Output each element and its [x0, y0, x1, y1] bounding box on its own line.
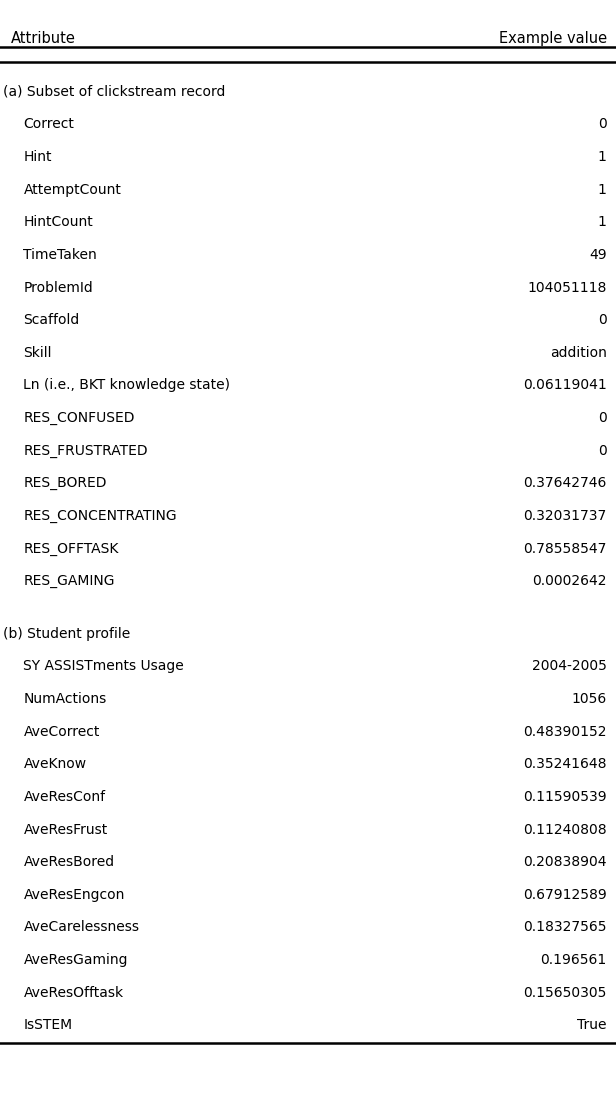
Text: NumActions: NumActions: [23, 692, 107, 706]
Text: RES_CONCENTRATING: RES_CONCENTRATING: [23, 509, 177, 523]
Text: 1056: 1056: [572, 692, 607, 706]
Text: 1: 1: [598, 216, 607, 229]
Text: AveResGaming: AveResGaming: [23, 953, 128, 967]
Text: Correct: Correct: [23, 117, 75, 132]
Text: Ln (i.e., BKT knowledge state): Ln (i.e., BKT knowledge state): [23, 378, 230, 393]
Text: Skill: Skill: [23, 346, 52, 359]
Text: 0: 0: [598, 117, 607, 132]
Text: AveCarelessness: AveCarelessness: [23, 920, 139, 935]
Text: RES_OFFTASK: RES_OFFTASK: [23, 542, 119, 555]
Text: 0.0002642: 0.0002642: [532, 574, 607, 588]
Text: 1: 1: [598, 182, 607, 197]
Text: 49: 49: [589, 248, 607, 262]
Text: 0.06119041: 0.06119041: [523, 378, 607, 393]
Text: 0.11240808: 0.11240808: [523, 823, 607, 836]
Text: AveCorrect: AveCorrect: [23, 724, 100, 739]
Text: (b) Student profile: (b) Student profile: [3, 627, 131, 640]
Text: 0: 0: [598, 444, 607, 458]
Text: AttemptCount: AttemptCount: [23, 182, 121, 197]
Text: RES_CONFUSED: RES_CONFUSED: [23, 411, 135, 425]
Text: RES_GAMING: RES_GAMING: [23, 574, 115, 588]
Text: 0.35241648: 0.35241648: [523, 758, 607, 771]
Text: 1: 1: [598, 150, 607, 164]
Text: TimeTaken: TimeTaken: [23, 248, 97, 262]
Text: ProblemId: ProblemId: [23, 281, 93, 294]
Text: 0.37642746: 0.37642746: [524, 477, 607, 490]
Text: 0.196561: 0.196561: [540, 953, 607, 967]
Text: AveResEngcon: AveResEngcon: [23, 888, 125, 901]
Text: RES_FRUSTRATED: RES_FRUSTRATED: [23, 444, 148, 458]
Text: AveResOfftask: AveResOfftask: [23, 985, 124, 1000]
Text: (a) Subset of clickstream record: (a) Subset of clickstream record: [3, 85, 225, 98]
Text: 0.67912589: 0.67912589: [523, 888, 607, 901]
Text: Scaffold: Scaffold: [23, 313, 79, 327]
Text: AveResConf: AveResConf: [23, 790, 105, 804]
Text: 0.20838904: 0.20838904: [523, 855, 607, 869]
Text: AveResFrust: AveResFrust: [23, 823, 108, 836]
Text: Attribute: Attribute: [11, 31, 76, 46]
Text: addition: addition: [550, 346, 607, 359]
Text: 0: 0: [598, 313, 607, 327]
Text: AveKnow: AveKnow: [23, 758, 86, 771]
Text: 0.11590539: 0.11590539: [523, 790, 607, 804]
Text: 104051118: 104051118: [527, 281, 607, 294]
Text: 2004-2005: 2004-2005: [532, 659, 607, 674]
Text: 0.48390152: 0.48390152: [523, 724, 607, 739]
Text: True: True: [577, 1019, 607, 1032]
Text: 0: 0: [598, 411, 607, 425]
Text: IsSTEM: IsSTEM: [23, 1019, 73, 1032]
Text: AveResBored: AveResBored: [23, 855, 115, 869]
Text: Example value: Example value: [498, 31, 607, 46]
Text: 0.18327565: 0.18327565: [523, 920, 607, 935]
Text: 0.32031737: 0.32031737: [524, 509, 607, 523]
Text: 0.15650305: 0.15650305: [524, 985, 607, 1000]
Text: SY ASSISTments Usage: SY ASSISTments Usage: [23, 659, 184, 674]
Text: 0.78558547: 0.78558547: [524, 542, 607, 555]
Text: RES_BORED: RES_BORED: [23, 477, 107, 490]
Text: HintCount: HintCount: [23, 216, 93, 229]
Text: Hint: Hint: [23, 150, 52, 164]
